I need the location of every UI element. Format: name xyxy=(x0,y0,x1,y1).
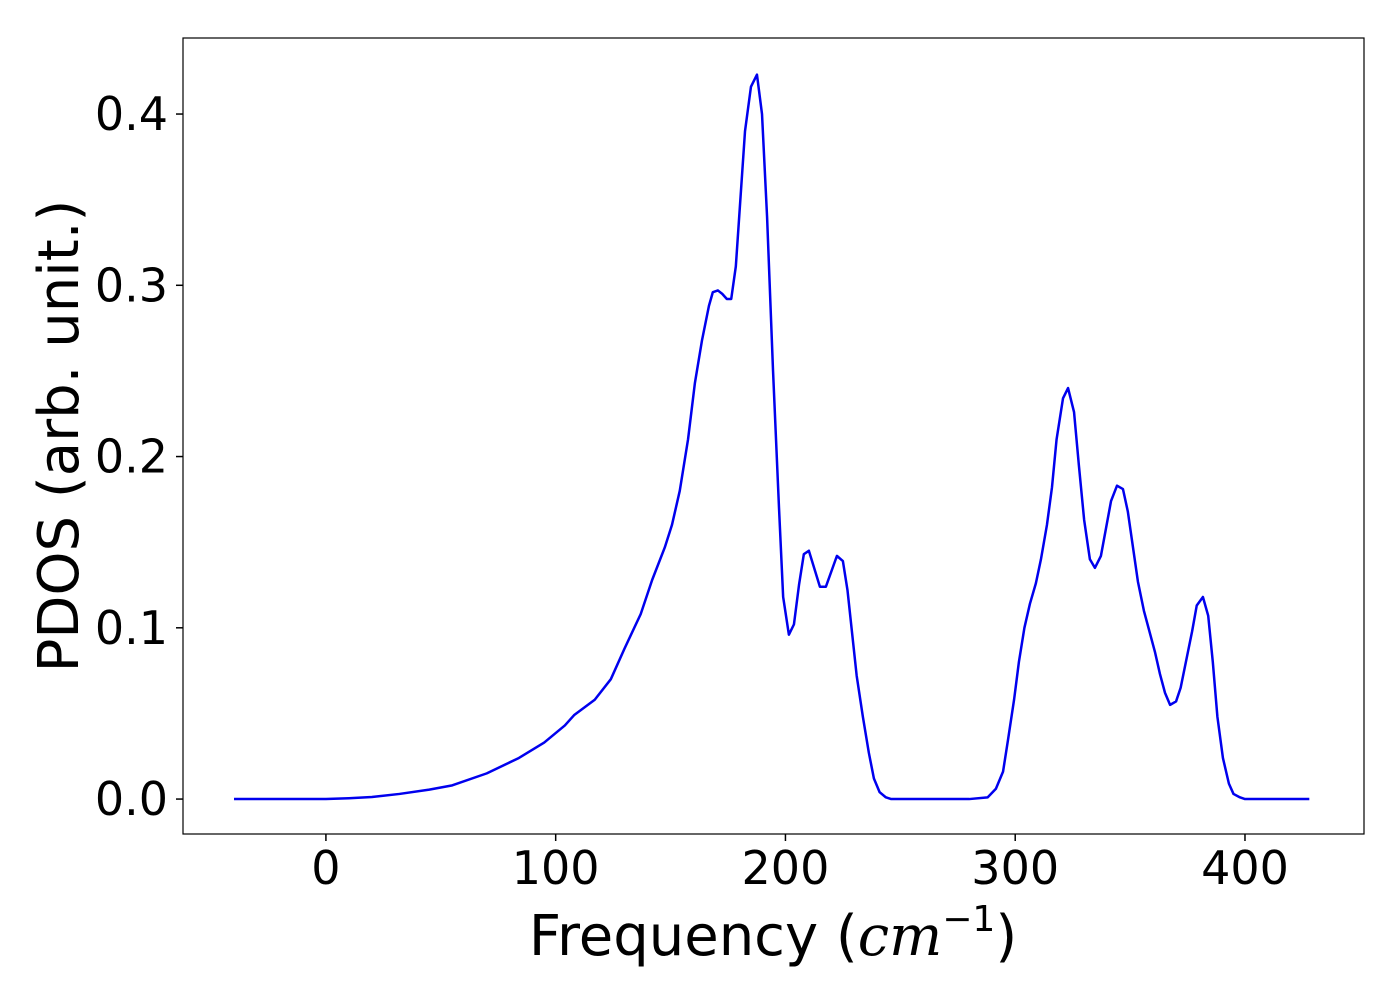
y-tick-label: 0.4 xyxy=(95,87,168,141)
x-tick-label: 0 xyxy=(311,841,340,895)
x-tick-label: 300 xyxy=(971,841,1059,895)
y-tick-label: 0.2 xyxy=(95,430,168,484)
x-tick-label: 100 xyxy=(512,841,600,895)
x-label-text: Frequency ( xyxy=(529,904,858,969)
y-tick-label: 0.0 xyxy=(95,772,168,826)
x-label-text: ) xyxy=(995,904,1017,969)
x-label-math: cm xyxy=(858,904,942,969)
x-tick-label: 200 xyxy=(742,841,830,895)
x-tick-label: 400 xyxy=(1201,841,1289,895)
data-line xyxy=(234,73,1310,801)
x-axis-label: Frequency (cm−1) xyxy=(529,899,1017,969)
y-tick-label: 0.3 xyxy=(95,258,168,312)
y-tick-label: 0.1 xyxy=(95,601,168,655)
plot-frame xyxy=(182,37,1365,835)
y-axis-label: PDOS (arb. unit.) xyxy=(27,200,92,673)
x-label-exponent: −1 xyxy=(942,899,995,940)
